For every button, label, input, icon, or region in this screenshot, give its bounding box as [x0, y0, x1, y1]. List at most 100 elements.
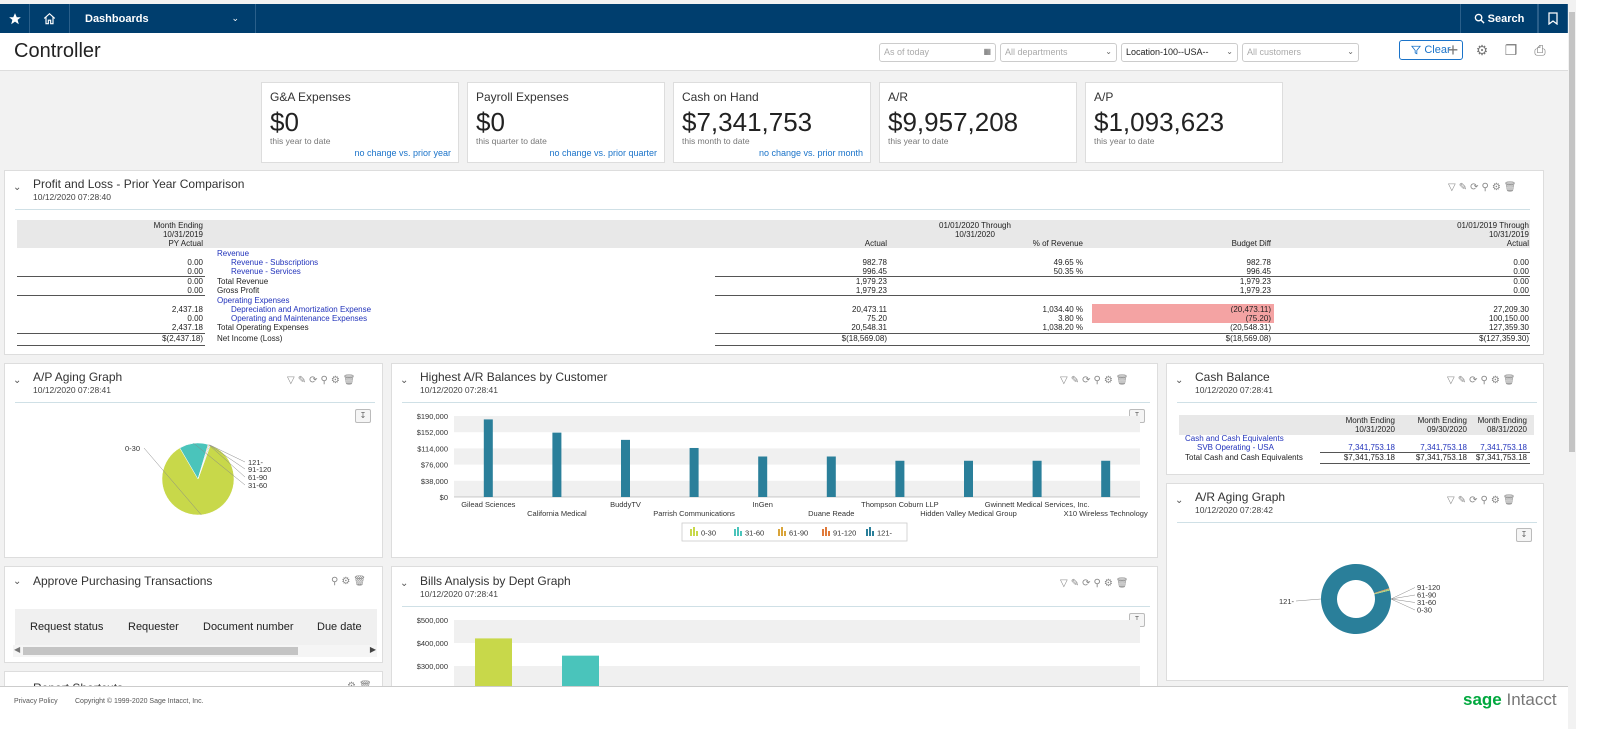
bookmark-icon[interactable]: [1538, 4, 1568, 33]
refresh-icon[interactable]: ⟳: [1082, 578, 1091, 589]
budget-diff-cell: 1,979.23: [1239, 277, 1271, 286]
zoom-icon[interactable]: ⚲: [1093, 375, 1101, 386]
gear-icon[interactable]: ⚙: [1491, 182, 1501, 193]
filter-icon[interactable]: ▽: [1060, 375, 1068, 386]
gear-icon[interactable]: ⚙: [341, 576, 351, 587]
zoom-icon[interactable]: ⚲: [1481, 182, 1489, 193]
privacy-policy-link[interactable]: Privacy Policy: [14, 698, 58, 705]
download-icon[interactable]: ↧: [355, 409, 371, 423]
cash-row-label[interactable]: SVB Operating - USA: [1197, 443, 1274, 452]
download-icon[interactable]: ↧: [1516, 528, 1532, 542]
cash-value-cell[interactable]: 7,341,753.18: [1420, 443, 1467, 452]
y-tick-label: $114,000: [417, 444, 448, 453]
add-icon[interactable]: +: [1447, 39, 1459, 60]
customers-select[interactable]: All customers ⌄: [1242, 43, 1359, 62]
panel-title: Highest A/R Balances by Customer: [420, 370, 608, 384]
print-icon[interactable]: ⎙: [1534, 41, 1546, 58]
gear-icon[interactable]: ⚙: [1490, 375, 1500, 386]
clear-filter-button[interactable]: Clear: [1399, 40, 1463, 60]
row-label[interactable]: Revenue: [217, 249, 250, 258]
collapse-chevron-icon[interactable]: ⌄: [1175, 375, 1184, 386]
row-label[interactable]: Operating and Maintenance Expenses: [231, 314, 368, 323]
kpi-card-cash-on-hand[interactable]: Cash on Hand $7,341,753 this month to da…: [673, 82, 871, 163]
refresh-icon[interactable]: ⟳: [1470, 182, 1479, 193]
departments-select[interactable]: All departments ⌄: [1000, 43, 1117, 62]
collapse-chevron-icon[interactable]: ⌄: [400, 375, 409, 386]
cash-row-label[interactable]: Cash and Cash Equivalents: [1185, 434, 1284, 443]
collapse-chevron-icon[interactable]: ⌄: [13, 182, 22, 193]
copy-icon[interactable]: ❐: [1504, 41, 1518, 58]
row-label[interactable]: Revenue - Services: [231, 267, 301, 276]
filter-icon[interactable]: ▽: [1447, 375, 1455, 386]
kpi-card-payroll-expenses[interactable]: Payroll Expenses $0 this quarter to date…: [467, 82, 665, 163]
column-requester[interactable]: Requester: [128, 621, 179, 633]
column-document-number[interactable]: Document number: [203, 621, 294, 633]
gear-icon[interactable]: ⚙: [347, 681, 356, 690]
collapse-chevron-icon[interactable]: ⌄: [13, 375, 22, 386]
calendar-icon[interactable]: ▦: [983, 47, 991, 56]
refresh-icon[interactable]: ⟳: [1082, 375, 1091, 386]
collapse-chevron-icon[interactable]: ⌄: [1175, 495, 1184, 506]
dashboards-menu[interactable]: Dashboards ⌄: [70, 4, 256, 33]
vertical-scrollbar[interactable]: [1568, 0, 1600, 729]
horizontal-scrollbar[interactable]: ◀ ▶: [13, 645, 377, 657]
cash-value-cell[interactable]: 7,341,753.18: [1348, 443, 1395, 452]
as-of-date-field[interactable]: As of today ▦: [879, 43, 996, 62]
column-due-date[interactable]: Due date: [317, 621, 362, 633]
edit-icon[interactable]: ✎: [1458, 182, 1468, 193]
trash-icon[interactable]: 🗑: [353, 576, 366, 587]
trash-icon[interactable]: 🗑: [1503, 182, 1517, 193]
scroll-right-icon[interactable]: ▶: [369, 645, 376, 654]
cash-value-cell[interactable]: 7,341,753.18: [1480, 443, 1527, 452]
trash-icon[interactable]: 🗑: [1115, 375, 1129, 386]
favorites-star-icon[interactable]: [0, 4, 30, 33]
row-label[interactable]: Revenue - Subscriptions: [231, 258, 319, 267]
scrollbar-thumb[interactable]: [23, 647, 298, 655]
edit-icon[interactable]: ✎: [1070, 375, 1080, 386]
location-select[interactable]: Location-100--USA-- ⌄: [1121, 43, 1238, 62]
refresh-icon[interactable]: ⟳: [1469, 495, 1478, 506]
donut-leader-line: [1390, 594, 1416, 600]
gear-icon[interactable]: ⚙: [1103, 578, 1113, 589]
gear-icon[interactable]: ⚙: [1475, 41, 1489, 58]
zoom-icon[interactable]: ⚲: [1093, 578, 1101, 589]
trash-icon[interactable]: 🗑: [342, 375, 356, 386]
refresh-icon[interactable]: ⟳: [1469, 375, 1478, 386]
trash-icon[interactable]: 🗑: [359, 681, 372, 690]
edit-icon[interactable]: ✎: [1457, 375, 1467, 386]
search-button[interactable]: Search: [1460, 4, 1538, 33]
bar-ingen: [758, 456, 768, 497]
trash-icon[interactable]: 🗑: [1502, 375, 1516, 386]
zoom-icon[interactable]: ⚲: [320, 375, 328, 386]
zoom-icon[interactable]: ⚲: [1480, 495, 1488, 506]
edit-icon[interactable]: ✎: [297, 375, 307, 386]
row-label[interactable]: Depreciation and Amortization Expense: [231, 305, 372, 314]
row-label[interactable]: Operating Expenses: [217, 296, 290, 305]
gear-icon[interactable]: ⚙: [330, 375, 340, 386]
collapse-chevron-icon[interactable]: ⌄: [13, 681, 21, 690]
gear-icon[interactable]: ⚙: [1103, 375, 1113, 386]
scroll-thumb[interactable]: [1569, 12, 1575, 452]
kpi-card-ga-expenses[interactable]: G&A Expenses $0 this year to date no cha…: [261, 82, 459, 163]
gear-icon[interactable]: ⚙: [1490, 495, 1500, 506]
kpi-card-ar[interactable]: A/R $9,957,208 this year to date: [879, 82, 1077, 163]
edit-icon[interactable]: ✎: [1070, 578, 1080, 589]
zoom-icon[interactable]: ⚲: [331, 576, 339, 587]
clear-label: Clear: [1424, 44, 1451, 56]
ar-balances-panel: ⌄ Highest A/R Balances by Customer 10/12…: [391, 363, 1158, 558]
column-request-status[interactable]: Request status: [30, 621, 104, 633]
filter-icon[interactable]: ▽: [1447, 495, 1455, 506]
scroll-left-icon[interactable]: ◀: [14, 645, 21, 654]
trash-icon[interactable]: 🗑: [1502, 495, 1516, 506]
collapse-chevron-icon[interactable]: ⌄: [13, 576, 22, 587]
zoom-icon[interactable]: ⚲: [1480, 375, 1488, 386]
trash-icon[interactable]: 🗑: [1115, 578, 1129, 589]
home-icon[interactable]: [30, 4, 70, 33]
filter-icon[interactable]: ▽: [287, 375, 295, 386]
edit-icon[interactable]: ✎: [1457, 495, 1467, 506]
filter-icon[interactable]: ▽: [1448, 182, 1456, 193]
filter-icon[interactable]: ▽: [1060, 578, 1068, 589]
collapse-chevron-icon[interactable]: ⌄: [400, 578, 409, 589]
refresh-icon[interactable]: ⟳: [309, 375, 318, 386]
kpi-card-ap[interactable]: A/P $1,093,623 this year to date: [1085, 82, 1283, 163]
